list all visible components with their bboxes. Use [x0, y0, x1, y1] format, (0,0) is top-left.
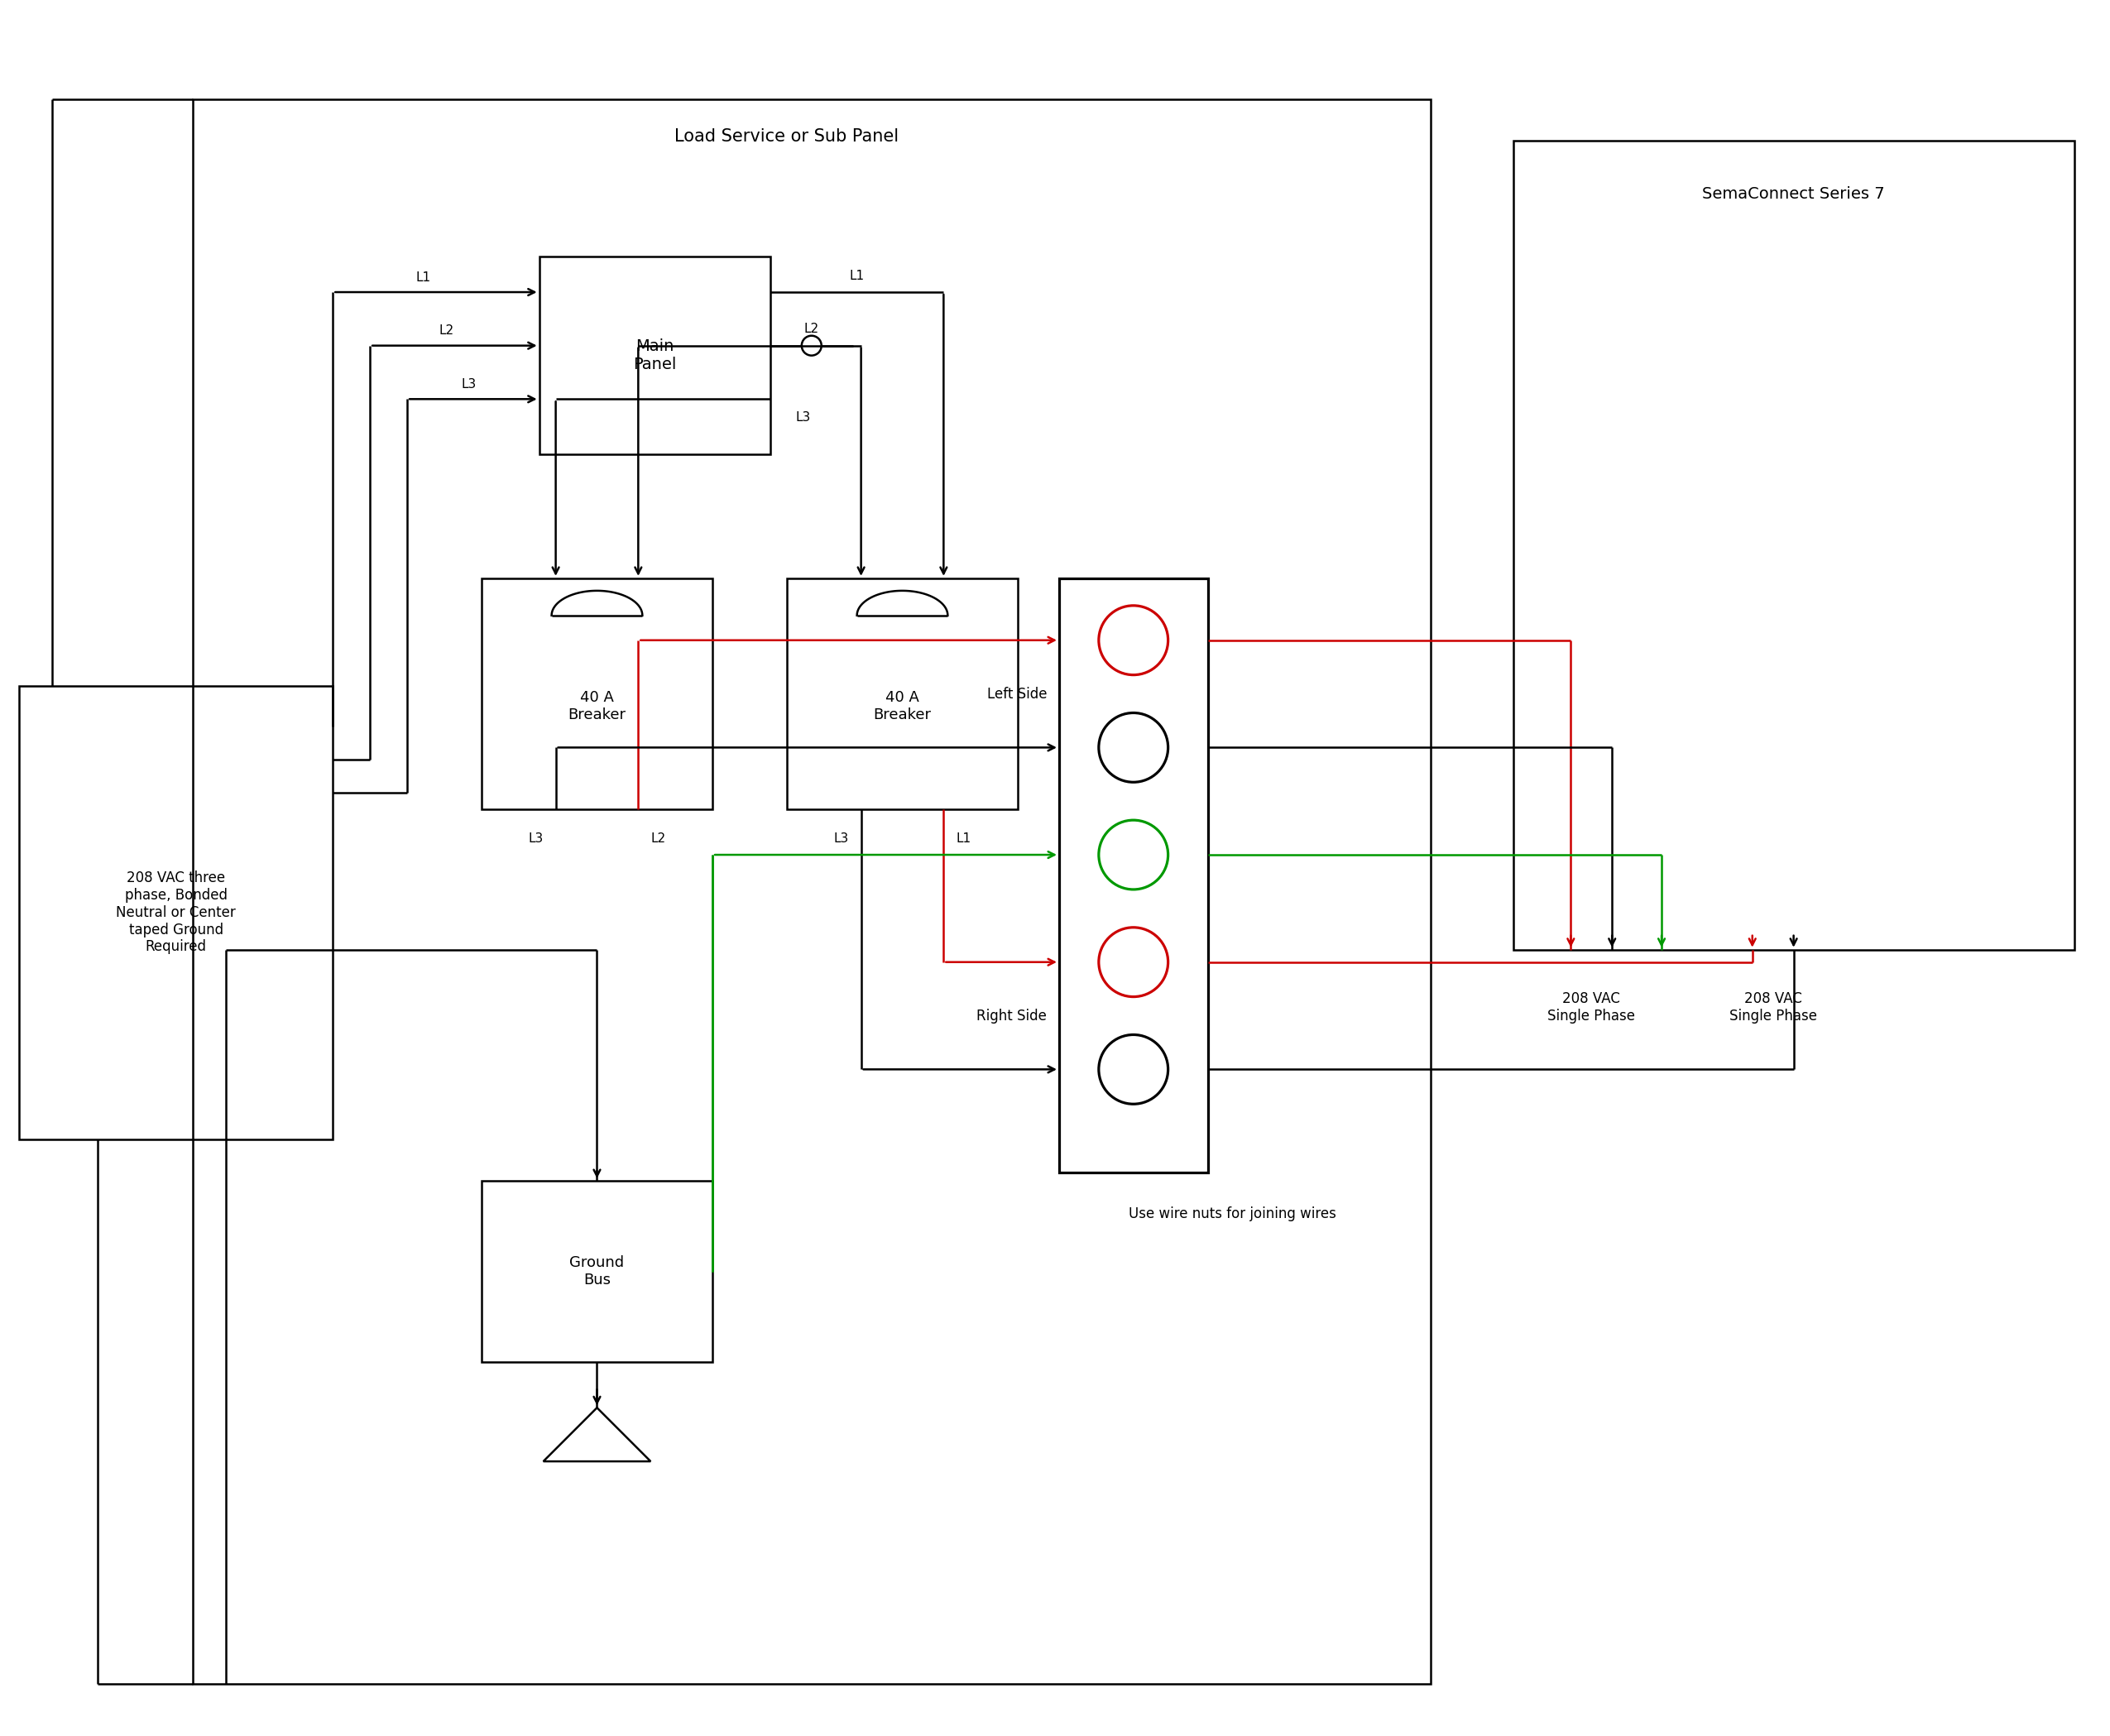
Text: L3: L3	[833, 832, 848, 844]
Text: L2: L2	[439, 325, 454, 337]
Text: Main
Panel: Main Panel	[633, 339, 677, 373]
Bar	[19, 686, 333, 1139]
Text: Ground
Bus: Ground Bus	[570, 1255, 625, 1288]
Text: L1: L1	[416, 271, 430, 283]
Bar	[192, 99, 1431, 1684]
Text: L3: L3	[462, 378, 477, 391]
Bar	[481, 1180, 713, 1363]
Text: 40 A
Breaker: 40 A Breaker	[874, 691, 931, 722]
Text: 208 VAC three
phase, Bonded
Neutral or Center
taped Ground
Required: 208 VAC three phase, Bonded Neutral or C…	[116, 871, 236, 955]
Bar	[481, 578, 713, 809]
Text: 208 VAC
Single Phase: 208 VAC Single Phase	[1547, 991, 1635, 1024]
Text: Use wire nuts for joining wires: Use wire nuts for joining wires	[1129, 1207, 1336, 1220]
Text: 208 VAC
Single Phase: 208 VAC Single Phase	[1728, 991, 1817, 1024]
Text: SemaConnect Series 7: SemaConnect Series 7	[1703, 186, 1884, 201]
Bar	[787, 578, 1017, 809]
Text: L2: L2	[650, 832, 665, 844]
Bar	[540, 257, 770, 455]
Bar	[1513, 141, 2074, 950]
Text: 40 A
Breaker: 40 A Breaker	[568, 691, 627, 722]
Text: L3: L3	[528, 832, 544, 844]
Text: L3: L3	[795, 411, 810, 424]
Text: L1: L1	[956, 832, 971, 844]
Text: Left Side: Left Side	[987, 686, 1047, 701]
Bar	[1059, 578, 1207, 1172]
Text: Load Service or Sub Panel: Load Service or Sub Panel	[675, 128, 899, 146]
Text: Right Side: Right Side	[977, 1009, 1047, 1023]
Text: L2: L2	[804, 323, 819, 335]
Text: L1: L1	[850, 269, 865, 281]
